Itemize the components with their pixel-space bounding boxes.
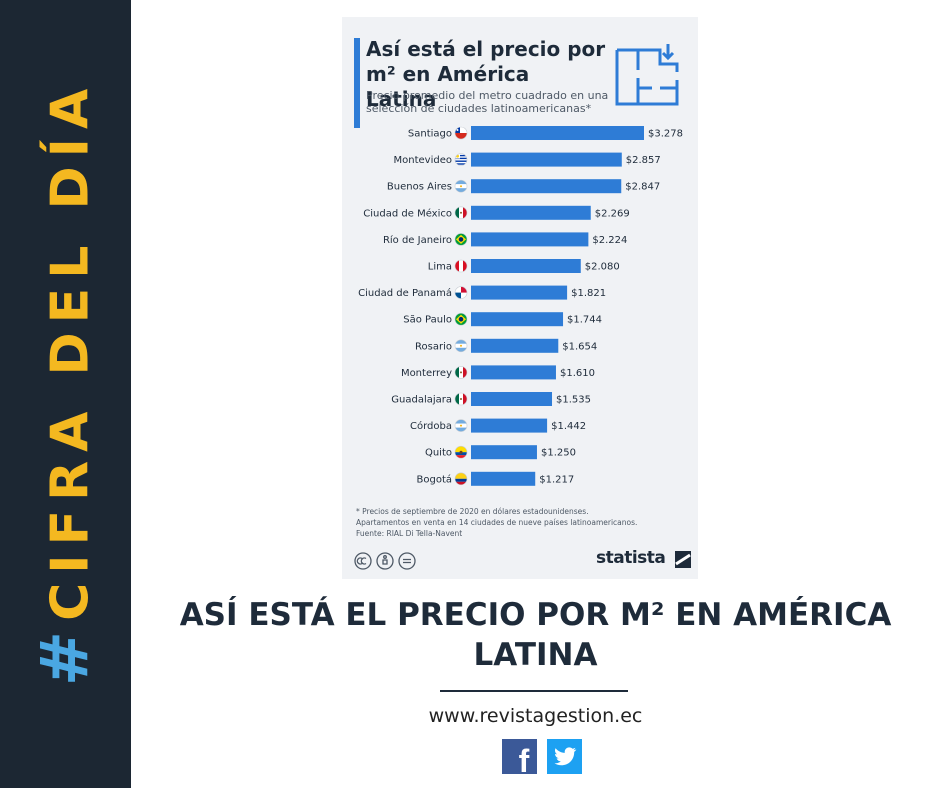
floor-plan-icon [615,44,679,106]
category-label: Ciudad de México [363,207,452,219]
title-accent-bar [354,38,360,128]
mexico-flag-icon [454,366,468,379]
value-label: $3.278 [648,129,683,140]
bar [471,471,536,486]
value-label: $2.269 [595,208,630,219]
bar [471,205,591,220]
category-label: Rosario [415,341,452,352]
mexico-flag-icon [454,206,468,220]
category-label: Monterrey [401,368,452,379]
bar [471,285,568,300]
value-label: $1.654 [562,341,597,352]
bar [471,179,622,194]
bar [471,418,548,433]
cifra-del-dia-label: # CIFRA DEL DÍA [27,80,104,686]
category-label: Lima [428,262,452,273]
footnote-line: Apartamentos en venta en 14 ciudades de … [356,518,638,527]
chart-title: Así está el precio por m² en América Lat… [366,37,606,111]
category-label: São Paulo [403,315,452,326]
value-label: $2.224 [592,235,627,246]
argentina-flag-icon [454,339,468,353]
category-label: Guadalajara [391,395,452,406]
value-label: $2.847 [625,182,660,193]
value-label: $1.821 [571,288,606,299]
hash-icon: # [26,630,104,687]
category-label: Quito [425,448,452,459]
argentina-flag-icon [454,179,468,193]
category-label: Córdoba [410,420,452,432]
value-label: $1.610 [560,368,595,379]
bar [471,392,553,406]
category-label: Ciudad de Panamá [358,287,452,299]
facebook-icon[interactable]: f [502,739,537,774]
bar [471,126,644,140]
chart-card: Así está el precio por m² en América Lat… [342,17,698,579]
sidebar-label: CIFRA DEL DÍA [40,79,101,621]
twitter-icon[interactable] [547,739,582,774]
footnote-line: Fuente: RIAL Di Tella-Navent [356,529,463,538]
value-label: $2.080 [585,262,620,273]
category-label: Montevideo [394,155,452,166]
statista-wordmark: statista [596,548,666,568]
value-label: $2.857 [626,155,661,166]
value-label: $1.442 [551,421,586,432]
website-link[interactable]: www.revistagestion.ec [428,705,643,727]
sidebar: # CIFRA DEL DÍA [0,0,131,788]
statista-mark-icon [675,551,691,568]
creative-commons-icons [354,552,416,570]
category-label: Río de Janeiro [383,234,452,246]
bar-chart: Santiago $3.278 Montevideo $2.857 Buenos Air… [358,126,683,486]
chart-footnote: * Precios de septiembre de 2020 en dólar… [356,506,686,539]
bar [471,152,622,167]
uruguay-flag-icon [454,153,468,166]
category-label: Bogotá [417,473,453,485]
divider [440,690,628,692]
brazil-flag-icon [454,233,468,246]
footnote-line: * Precios de septiembre de 2020 en dólar… [356,507,589,516]
mexico-flag-icon [454,392,468,406]
panama-flag-icon [454,286,468,299]
bar [471,259,581,273]
chile-flag-icon [454,126,468,140]
facebook-glyph: f [519,743,530,774]
bar [471,445,537,460]
bar [471,365,556,380]
category-label: Buenos Aires [387,182,452,193]
chart-subtitle: Precio promedio del metro cuadrado en un… [366,89,609,115]
brazil-flag-icon [454,312,468,326]
category-label: Santiago [408,129,452,140]
bar [471,338,559,353]
value-label: $1.250 [541,448,576,459]
colombia-flag-icon [454,472,468,486]
argentina-flag-icon [454,419,468,432]
value-label: $1.744 [567,315,602,326]
value-label: $1.217 [539,474,574,485]
bar [471,312,564,327]
bar [471,232,589,247]
ecuador-flag-icon [454,445,468,459]
value-label: $1.535 [556,395,591,406]
article-headline: ASÍ ESTÁ EL PRECIO POR M² EN AMÉRICA LAT… [179,597,892,673]
peru-flag-icon [454,259,468,273]
